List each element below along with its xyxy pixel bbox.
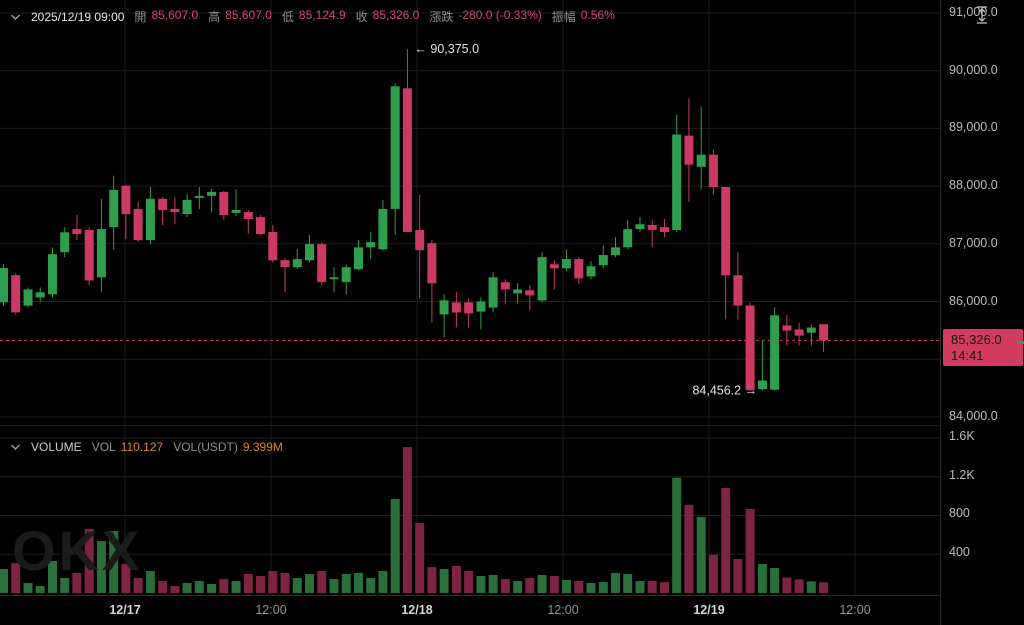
low-annotation: 84,456.2 → [692, 384, 757, 398]
open-field: 開 85,607.0 [134, 8, 199, 24]
time-axis-label: 12:00 [839, 603, 871, 617]
price-axis-label: 90,000.0 [949, 63, 998, 77]
change-field: 漲跌 -280.0 (-0.33%) [429, 8, 542, 24]
volume-title: VOLUME [31, 440, 82, 454]
high-annotation: ← 90,375.0 [414, 42, 479, 56]
amplitude-field: 振幅 0.56% [551, 8, 615, 24]
current-price: 85,326.0 [951, 332, 1002, 347]
chevron-down-icon[interactable] [10, 13, 21, 21]
time-axis-label: 12:00 [255, 603, 287, 617]
scale-adjust-icon[interactable] [973, 4, 991, 26]
ohlc-header: 2025/12/19 09:00 開 85,607.0 高 85,607.0 低 85… [10, 8, 615, 25]
time-axis-label: 12/18 [401, 603, 433, 617]
volume-chart[interactable] [0, 426, 940, 596]
volume-axis-label: 1.2K [949, 468, 975, 482]
vol-usdt-field: VOL(USDT) 9.399M [173, 440, 283, 454]
price-axis[interactable]: 85,326.0 14:41 91,000.0 90,000.0 89,000.0 8… [940, 0, 1024, 625]
price-axis-label: 89,000.0 [949, 120, 998, 134]
okx-watermark: OKX [12, 519, 143, 582]
price-axis-label: 88,000.0 [949, 178, 998, 192]
candle-timestamp: 2025/12/19 09:00 [31, 9, 125, 24]
chevron-down-icon[interactable] [10, 443, 21, 451]
time-axis-label: 12:00 [547, 603, 579, 617]
price-axis-label: 87,000.0 [949, 236, 998, 250]
time-axis-label: 12/19 [693, 603, 725, 617]
time-axis-label: 12/17 [109, 603, 141, 617]
low-field: 低 85,124.9 [281, 8, 346, 24]
time-axis[interactable]: 12/17 12:00 12/18 12:00 12/19 12:00 [0, 595, 940, 625]
price-axis-label: 91,000.0 [949, 5, 998, 19]
volume-header: VOLUME VOL 110.127 VOL(USDT) 9.399M [10, 440, 283, 454]
price-axis-label: 84,000.0 [949, 409, 998, 423]
close-field: 收 85,326.0 [355, 8, 420, 24]
current-price-badge: 85,326.0 14:41 [943, 329, 1023, 366]
volume-axis-label: 800 [949, 506, 970, 520]
price-axis-label: 86,000.0 [949, 294, 998, 308]
countdown-time: 14:41 [951, 348, 984, 363]
high-field: 高 85,607.0 [208, 8, 272, 24]
volume-axis-label: 1.6K [949, 429, 975, 443]
volume-axis-label: 400 [949, 545, 970, 559]
axis-green-tick [1018, 341, 1024, 344]
candlestick-chart[interactable]: ← 90,375.0 84,456.2 → [0, 0, 940, 425]
vol-field: VOL 110.127 [91, 440, 164, 454]
volume-pane[interactable]: VOLUME VOL 110.127 VOL(USDT) 9.399M [0, 425, 940, 596]
